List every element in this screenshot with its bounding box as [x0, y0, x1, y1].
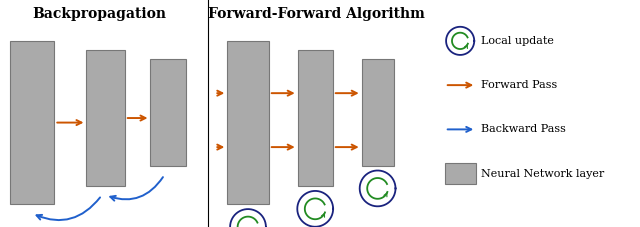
Text: Forward Pass: Forward Pass — [481, 80, 557, 90]
Bar — [150, 59, 186, 166]
Text: Forward-Forward Algorithm: Forward-Forward Algorithm — [209, 7, 425, 21]
Bar — [445, 163, 476, 184]
FancyArrowPatch shape — [110, 177, 163, 201]
Bar — [362, 59, 394, 166]
Text: Local update: Local update — [481, 36, 554, 46]
Bar — [227, 41, 269, 204]
Bar — [298, 50, 333, 186]
Text: Neural Network layer: Neural Network layer — [481, 169, 604, 179]
FancyArrowPatch shape — [36, 197, 100, 220]
Text: Backpropagation: Backpropagation — [32, 7, 166, 21]
Bar — [10, 41, 54, 204]
Text: Backward Pass: Backward Pass — [481, 124, 566, 134]
Bar — [86, 50, 125, 186]
